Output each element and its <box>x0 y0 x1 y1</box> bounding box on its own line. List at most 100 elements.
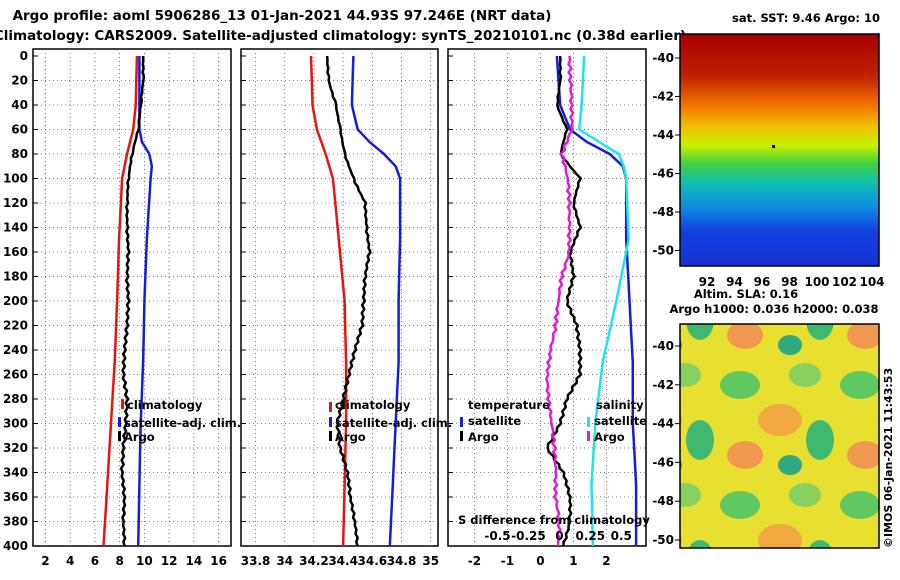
sst-xtick-104: 104 <box>859 275 884 289</box>
line-0-climatology <box>102 55 139 547</box>
sst-map-frame <box>679 33 880 267</box>
depth-tick-380: 380 <box>3 515 28 529</box>
depth-tick-180: 180 <box>3 270 28 284</box>
depth-tick-labels: 0 20 40 60 80 100 120 140 160 180 200 220 240 260 280 3… <box>3 49 28 553</box>
xtick-1-34.4: 34.4 <box>328 554 358 568</box>
legend-temperature-title: temperature <box>468 398 550 412</box>
legend-climatology-label: climatology <box>127 398 203 412</box>
sla-ytick--40: -40 <box>652 339 674 353</box>
sst-xtick-102: 102 <box>832 275 857 289</box>
depth-tick-60: 60 <box>11 123 28 137</box>
xtick-2-2: 2 <box>602 554 610 568</box>
depth-tick-200: 200 <box>3 294 28 308</box>
temperature-panel <box>32 48 232 547</box>
xtick-1-34.6: 34.6 <box>358 554 388 568</box>
legend-satellite-label: satellite-adj. clim. <box>124 416 241 430</box>
title-line-2: Climatology: CARS2009. Satellite-adjuste… <box>0 28 686 44</box>
legend-sal-argo-label: Argo <box>335 430 366 444</box>
line-1-climatology <box>309 55 348 547</box>
sal-diff-tick--0.5: -0.5 <box>484 529 510 543</box>
difference-xlabel: S difference from climatology <box>458 513 650 527</box>
legend-argo-label: Argo <box>124 430 155 444</box>
sst-xtick-98: 98 <box>781 275 798 289</box>
difference-panel <box>447 48 647 547</box>
sla-title-1: Altim. SLA: 0.16 <box>694 287 798 301</box>
profile-lines <box>102 55 638 547</box>
difference-salinity-legend: salinity satellite Argo <box>587 398 647 444</box>
depth-tick-300: 300 <box>3 417 28 431</box>
sal-diff-tick--0.25: -0.25 <box>511 529 546 543</box>
line-1-satellite-adj-clim- <box>350 55 402 547</box>
sst-argo-marker <box>772 145 775 148</box>
title-line-1: Argo profile: aoml 5906286_13 01-Jan-202… <box>13 8 552 24</box>
sal-diff-tick-0.5: 0.5 <box>611 529 632 543</box>
legend-argo-swatch <box>118 431 121 441</box>
depth-tick-160: 160 <box>3 245 28 259</box>
x-tick-labels: 2 4 6 8 10 12 14 16 33.8 34 34.2 34.4 34.6 34.8 35 -2 -1… <box>41 554 610 568</box>
legend-sal-sat-label: satellite <box>594 414 647 428</box>
depth-tick-260: 260 <box>3 368 28 382</box>
xtick-0-16: 16 <box>210 554 227 568</box>
salinity-panel <box>240 48 439 547</box>
xtick-0-14: 14 <box>186 554 203 568</box>
xtick-2-1: 1 <box>569 554 577 568</box>
xtick-1-34: 34 <box>276 554 293 568</box>
legend-sal-argo-label: Argo <box>594 430 625 444</box>
depth-tick-120: 120 <box>3 196 28 210</box>
xtick-0-12: 12 <box>161 554 178 568</box>
legend-satellite-swatch <box>118 417 121 427</box>
sla-ytick--46: -46 <box>652 455 674 469</box>
sst-xtick-92: 92 <box>699 275 716 289</box>
difference-temperature-legend: temperature satellite Argo <box>460 398 550 444</box>
xtick-0-4: 4 <box>66 554 74 568</box>
legend-sal-satellite-label: satellite-adj. clim. <box>335 416 452 430</box>
depth-tick-400: 400 <box>3 539 28 553</box>
sla-ytick--48: -48 <box>652 494 674 508</box>
depth-tick-240: 240 <box>3 343 28 357</box>
xtick-0-2: 2 <box>41 554 49 568</box>
line-1-argo <box>325 55 372 547</box>
sst-xtick-100: 100 <box>804 275 829 289</box>
sla-map <box>680 324 879 548</box>
salinity-diff-tick-labels: -0.5 -0.25 0 0.25 0.5 <box>484 529 632 543</box>
xtick-2--1: -1 <box>501 554 514 568</box>
line-0-argo <box>119 55 146 547</box>
sla-ytick--44: -44 <box>652 417 674 431</box>
sst-tick-labels: -40 -42 -44 -46 -48 -50 92 94 96 98 100 102 104 <box>652 51 884 289</box>
depth-tick-80: 80 <box>11 147 28 161</box>
line-2-salinity-argo <box>545 55 575 546</box>
legend-temp-satellite-label: satellite <box>468 414 521 428</box>
sla-ytick--50: -50 <box>652 533 674 547</box>
depth-tick-320: 320 <box>3 441 28 455</box>
xtick-1-35: 35 <box>422 554 439 568</box>
sst-map <box>680 34 879 266</box>
xtick-0-10: 10 <box>136 554 153 568</box>
xtick-2--2: -2 <box>468 554 481 568</box>
xtick-1-34.8: 34.8 <box>387 554 417 568</box>
xtick-1-33.8: 33.8 <box>241 554 271 568</box>
legend-sal-climatology-swatch <box>329 402 332 412</box>
line-2-temperature-argo <box>546 55 583 547</box>
sal-diff-tick-0: 0 <box>555 529 563 543</box>
sst-xtick-94: 94 <box>726 275 743 289</box>
sst-ytick--48: -48 <box>652 205 674 219</box>
sst-ytick--46: -46 <box>652 167 674 181</box>
depth-tick-220: 220 <box>3 319 28 333</box>
temperature-legend: climatology satellite-adj. clim. Argo <box>118 398 241 444</box>
sla-map-frame <box>679 323 880 549</box>
xtick-0-8: 8 <box>115 554 123 568</box>
sla-ytick--42: -42 <box>652 378 674 392</box>
depth-tick-100: 100 <box>3 172 28 186</box>
sst-xtick-96: 96 <box>754 275 771 289</box>
line-2-salinity-satellite <box>577 55 630 547</box>
legend-temp-argo-swatch <box>460 431 463 441</box>
legend-sal-satellite-swatch <box>329 417 332 427</box>
depth-tick-280: 280 <box>3 392 28 406</box>
depth-tick-40: 40 <box>11 98 28 112</box>
gridlines <box>33 49 646 547</box>
legend-sal-sat-swatch <box>587 417 590 427</box>
sst-ytick--42: -42 <box>652 90 674 104</box>
legend-climatology-swatch <box>121 399 124 409</box>
xtick-1-34.2: 34.2 <box>299 554 329 568</box>
